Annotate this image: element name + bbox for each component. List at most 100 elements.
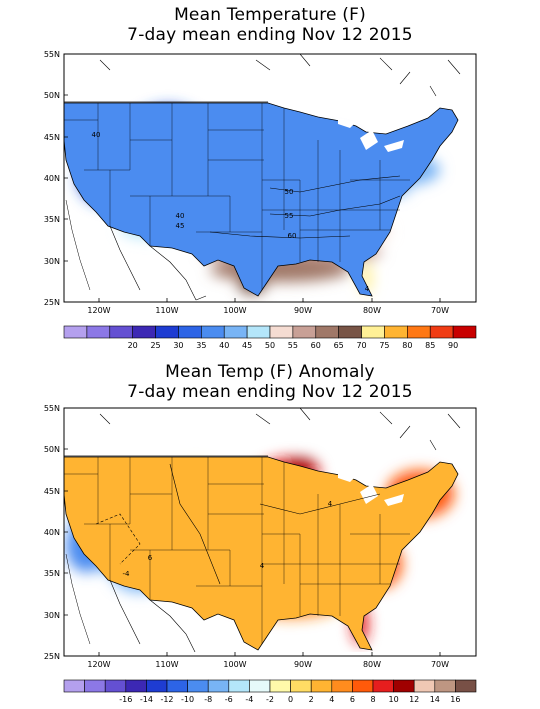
colorbar-label: 90 bbox=[448, 341, 458, 350]
map2-lat-axis: 55N 50N 45N 40N 35N 30N 25N bbox=[44, 404, 60, 661]
colorbar-swatch bbox=[178, 325, 202, 339]
colorbar-label: 2 bbox=[309, 695, 314, 704]
lat-label: 35N bbox=[44, 215, 60, 224]
colorbar-label: 0 bbox=[288, 695, 293, 704]
lon-label: 100W bbox=[223, 660, 246, 669]
colorbar-label: -4 bbox=[245, 695, 253, 704]
map2-contour-label: 4 bbox=[260, 562, 265, 570]
colorbar-swatch bbox=[455, 679, 477, 693]
colorbar-label: 40 bbox=[219, 341, 229, 350]
colorbar-label: 20 bbox=[128, 341, 138, 350]
map2-lon-axis: 120W 110W 100W 90W 80W 70W bbox=[87, 660, 449, 669]
colorbar-label: 35 bbox=[196, 341, 206, 350]
lon-label: 70W bbox=[431, 306, 449, 315]
colorbar-label: 6 bbox=[350, 695, 355, 704]
colorbar-swatch bbox=[292, 325, 317, 339]
colorbar-swatch bbox=[132, 325, 156, 339]
lon-label: 90W bbox=[294, 660, 312, 669]
map1-lon-axis: 120W 110W 100W 90W 80W 70W bbox=[87, 306, 449, 315]
colorbar-swatch bbox=[223, 325, 248, 339]
map1-contour-label: 4 bbox=[365, 285, 370, 293]
lat-label: 30N bbox=[44, 257, 60, 266]
colorbar-label: 70 bbox=[356, 341, 366, 350]
colorbar-swatch bbox=[228, 679, 250, 693]
colorbar-label: 8 bbox=[370, 695, 375, 704]
colorbar-label: 45 bbox=[242, 341, 252, 350]
map2-panel: 4 4 6 -4 55N 50N 45N 40N 35N 30N 25N 120… bbox=[44, 404, 477, 704]
colorbar-swatch bbox=[246, 325, 271, 339]
colorbar-swatch bbox=[86, 325, 111, 339]
map2-colorbar: -16 -14 -12 -10 -8 -6 -4 -2 0 2 4 6 8 10 12 14 16 bbox=[63, 679, 477, 704]
colorbar-label: -10 bbox=[181, 695, 194, 704]
colorbar-swatch bbox=[429, 325, 454, 339]
colorbar-swatch bbox=[413, 679, 436, 693]
colorbar-swatch bbox=[407, 325, 431, 339]
colorbar-label: 60 bbox=[311, 341, 321, 350]
lat-label: 30N bbox=[44, 611, 60, 620]
colorbar-label: 50 bbox=[265, 341, 275, 350]
colorbar-swatch bbox=[104, 679, 127, 693]
map2-title-line2: 7-day mean ending Nov 12 2015 bbox=[127, 382, 413, 402]
lat-label: 50N bbox=[44, 91, 60, 100]
colorbar-label: 4 bbox=[329, 695, 334, 704]
colorbar-swatch bbox=[315, 325, 339, 339]
colorbar-label: 55 bbox=[288, 341, 298, 350]
colorbar-swatch bbox=[187, 679, 209, 693]
lat-label: 40N bbox=[44, 174, 60, 183]
colorbar-swatch bbox=[361, 325, 385, 339]
colorbar-swatch bbox=[125, 679, 147, 693]
map2-title-line1: Mean Temp (F) Anomaly bbox=[165, 362, 375, 382]
colorbar-label: 30 bbox=[173, 341, 183, 350]
colorbar-swatch bbox=[310, 679, 333, 693]
map2-contour-label: 6 bbox=[148, 554, 153, 562]
map1-colorbar: 20 25 30 35 40 45 50 55 60 65 70 75 80 85 90 bbox=[63, 325, 477, 350]
colorbar-swatch bbox=[452, 325, 477, 339]
map2-contour-label: -4 bbox=[123, 570, 131, 578]
map1-title-line2: 7-day mean ending Nov 12 2015 bbox=[127, 25, 413, 45]
lon-label: 120W bbox=[87, 660, 110, 669]
colorbar-swatch bbox=[201, 325, 225, 339]
map1-title-line1: Mean Temperature (F) bbox=[174, 5, 366, 25]
colorbar-label: 16 bbox=[450, 695, 460, 704]
map1-contour-label: 40 bbox=[176, 212, 185, 220]
colorbar-label: 75 bbox=[379, 341, 389, 350]
colorbar-swatch bbox=[393, 679, 415, 693]
lon-label: 110W bbox=[155, 306, 178, 315]
lon-label: 120W bbox=[87, 306, 110, 315]
colorbar-label: 65 bbox=[334, 341, 344, 350]
lat-label: 40N bbox=[44, 528, 60, 537]
colorbar-swatch bbox=[269, 679, 291, 693]
colorbar-swatch bbox=[63, 325, 88, 339]
map2-contour-label: 4 bbox=[328, 500, 333, 508]
colorbar-label: -12 bbox=[160, 695, 173, 704]
map2-anomaly-field bbox=[64, 407, 461, 652]
colorbar-label: 80 bbox=[402, 341, 412, 350]
colorbar-label: 85 bbox=[425, 341, 435, 350]
colorbar-label: -16 bbox=[119, 695, 132, 704]
lat-label: 55N bbox=[44, 404, 60, 413]
colorbar-swatch bbox=[207, 679, 230, 693]
lon-label: 70W bbox=[431, 660, 449, 669]
map1-contour-label: 60 bbox=[288, 232, 297, 240]
colorbar-swatch bbox=[249, 679, 271, 693]
lat-label: 25N bbox=[44, 298, 60, 307]
map1-temperature-field bbox=[64, 54, 461, 301]
colorbar-swatch bbox=[166, 679, 188, 693]
colorbar-label: 25 bbox=[150, 341, 160, 350]
colorbar-label: 12 bbox=[409, 695, 419, 704]
colorbar-swatch bbox=[384, 325, 408, 339]
map1-lat-axis: 55N 50N 45N 40N 35N 30N 25N bbox=[44, 50, 60, 307]
lat-label: 45N bbox=[44, 487, 60, 496]
map1-contour-label: 55 bbox=[285, 212, 294, 220]
lat-label: 50N bbox=[44, 445, 60, 454]
colorbar-swatch bbox=[331, 679, 353, 693]
lat-label: 35N bbox=[44, 569, 60, 578]
map1-contour-label: 40 bbox=[92, 131, 101, 139]
lat-label: 25N bbox=[44, 652, 60, 661]
colorbar-label: -8 bbox=[204, 695, 212, 704]
colorbar-swatch bbox=[63, 679, 85, 693]
colorbar-swatch bbox=[146, 679, 168, 693]
colorbar-label: -6 bbox=[225, 695, 233, 704]
map1-contour-label: 50 bbox=[285, 188, 294, 196]
colorbar-swatch bbox=[84, 679, 106, 693]
